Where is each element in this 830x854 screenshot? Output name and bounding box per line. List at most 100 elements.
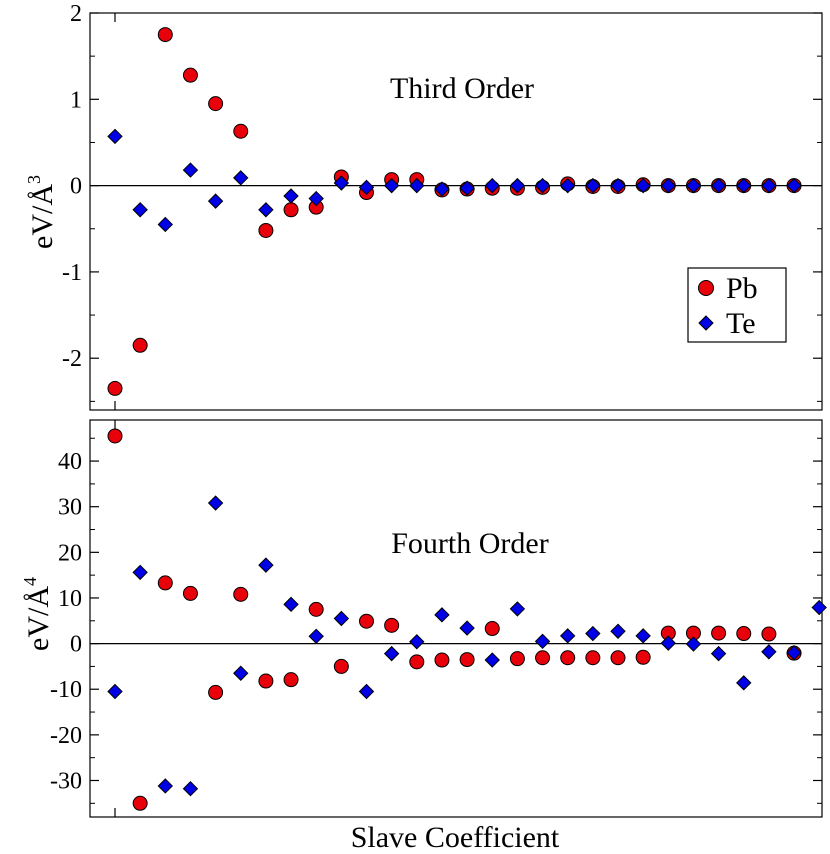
fourth-order-te-point [459, 620, 475, 636]
fourth-order-y-tick-label: 0 [70, 632, 82, 658]
fourth-order-te-point [333, 610, 350, 627]
third-order-te-point [283, 188, 299, 204]
fourth-order-pb-point [434, 652, 450, 668]
third-order-pb-point [182, 67, 198, 83]
third-order-te-point [383, 177, 400, 194]
fourth-order-te-point [710, 645, 727, 662]
fourth-order-pb-point [233, 586, 249, 602]
fourth-order-pb-point [635, 649, 651, 665]
third-order-te-point [484, 177, 500, 194]
fourth-order-markers [107, 428, 827, 811]
third-order-te-point [132, 202, 148, 218]
third-order-y-ticks: 2 1 0 -1 -2 [62, 1, 822, 410]
third-order-markers [107, 27, 802, 396]
legend-pb-marker [698, 280, 714, 296]
third-order-te-point [107, 128, 123, 145]
third-order-te-point [258, 202, 274, 218]
legend-pb-label: Pb [726, 272, 758, 305]
fourth-order-panel: 40 30 20 10 0 -10 -20 -30 Fourth Order eV/Å4 Sl… [20, 419, 827, 854]
fourth-order-te-point [559, 628, 576, 644]
third-order-te-point [660, 177, 677, 194]
fourth-order-te-point [358, 683, 375, 700]
fourth-order-te-point [786, 645, 802, 661]
fourth-order-pb-point [107, 428, 123, 444]
fourth-order-te-point [534, 633, 551, 650]
third-order-y-unit-power: 3 [24, 175, 44, 184]
fourth-order-pb-point [359, 613, 374, 629]
fourth-order-y-tick-label: -30 [50, 768, 82, 794]
third-order-pb-point [233, 123, 249, 139]
third-order-pb-point [283, 202, 299, 218]
fourth-order-te-point [610, 623, 626, 639]
fourth-order-te-point [409, 634, 425, 650]
fourth-order-y-unit: eV/Å [22, 586, 55, 651]
fourth-order-pb-point [509, 651, 525, 667]
legend-te-marker [698, 315, 714, 331]
third-order-pb-point [107, 380, 123, 396]
fourth-order-y-axis-label: eV/Å4 [20, 577, 55, 651]
fourth-order-te-point [685, 636, 702, 652]
fourth-order-pb-point [182, 585, 198, 601]
fourth-order-y-ticks: 40 30 20 10 0 -10 -20 -30 [50, 420, 822, 817]
third-order-y-tick-label: 0 [70, 174, 82, 200]
fourth-order-pb-point [711, 625, 727, 641]
legend: Pb Te [687, 267, 787, 343]
third-order-te-point [434, 181, 450, 197]
fourth-order-pb-point [157, 575, 173, 591]
fourth-order-te-point [434, 607, 450, 623]
fourth-order-te-point [283, 596, 299, 613]
fourth-order-pb-point [283, 672, 299, 688]
fourth-order-pb-point [258, 673, 274, 689]
fourth-order-y-tick-label: 10 [58, 586, 82, 612]
third-order-te-point [761, 177, 777, 194]
third-order-y-tick-label: 1 [70, 87, 82, 113]
third-order-pb-point [258, 222, 274, 238]
third-order-te-point [635, 177, 651, 194]
third-order-pb-point [157, 27, 173, 43]
third-order-te-point [182, 162, 199, 178]
third-order-te-point [157, 216, 174, 233]
fourth-order-y-tick-label: 20 [58, 540, 82, 566]
third-order-te-point [685, 177, 702, 194]
third-order-y-tick-label: -1 [62, 260, 82, 286]
fourth-order-pb-point [409, 654, 425, 670]
third-order-te-point [786, 177, 802, 194]
fourth-order-y-tick-label: -20 [50, 723, 82, 749]
third-order-te-point [308, 190, 324, 207]
third-order-te-point [559, 177, 576, 194]
fourth-order-te-point [811, 599, 827, 616]
fourth-order-y-tick-label: -10 [50, 677, 82, 703]
third-order-pb-point [208, 96, 224, 112]
fourth-order-te-point [207, 495, 224, 511]
third-order-te-point [610, 177, 626, 194]
fourth-order-pb-point [132, 795, 148, 811]
fourth-order-pb-point [308, 601, 324, 617]
fourth-order-pb-point [610, 650, 626, 666]
fourth-order-pb-point [736, 626, 752, 642]
third-order-te-point [207, 193, 224, 209]
legend-te-label: Te [726, 307, 756, 340]
fourth-order-te-point [107, 683, 123, 700]
fourth-order-title: Fourth Order [391, 527, 548, 560]
fourth-order-te-point [484, 652, 500, 668]
fourth-order-te-point [233, 665, 249, 681]
fourth-order-te-point [182, 781, 199, 797]
third-order-title: Third Order [390, 72, 534, 105]
third-order-panel: 2 1 0 -1 -2 Third Order eV/Å3 Pb Te [24, 1, 823, 411]
x-axis-label: Slave Coefficient [351, 821, 560, 854]
fourth-order-pb-point [585, 650, 601, 666]
third-order-y-tick-label: 2 [70, 1, 82, 27]
fourth-order-te-point [258, 557, 274, 573]
fourth-order-te-point [635, 628, 651, 644]
third-order-te-point [459, 180, 475, 196]
third-order-pb-point [132, 337, 148, 353]
fourth-order-y-tick-label: 40 [58, 449, 82, 475]
fourth-order-pb-point [384, 617, 400, 633]
fourth-order-pb-point [208, 684, 224, 700]
third-order-te-point [233, 170, 249, 186]
fourth-order-te-point [509, 601, 526, 617]
fourth-order-plot-frame [89, 419, 823, 818]
third-order-plot-frame [89, 12, 823, 411]
fourth-order-pb-point [560, 650, 576, 666]
